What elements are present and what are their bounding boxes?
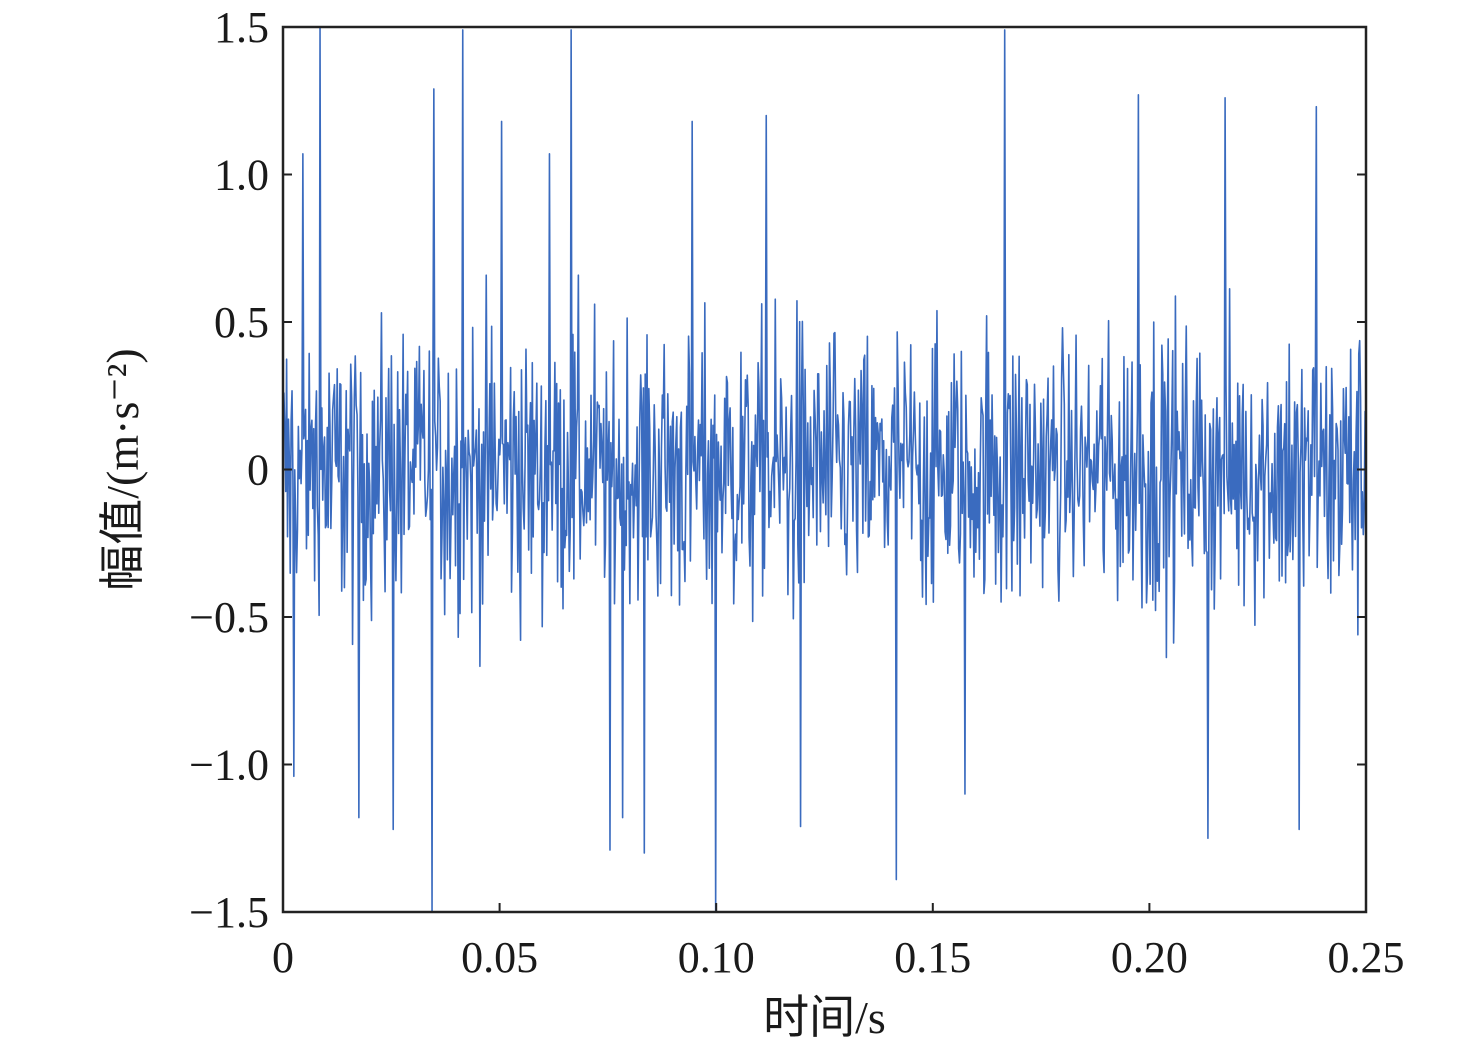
plot-area [282,26,1367,913]
x-axis: 0 0.05 0.10 0.15 0.20 0.25 [272,903,1405,982]
y-axis-label: 幅值/(m·s⁻²) [97,348,148,591]
y-tick-label: 0.5 [214,298,269,347]
y-axis: −1.5 −1.0 −0.5 0 0.5 1.0 1.5 [189,3,1366,937]
y-tick-label: 1.0 [214,151,269,200]
x-tick-label: 0.15 [894,933,971,982]
y-tick-label: −1.5 [189,888,269,937]
x-tick-label: 0.10 [678,933,755,982]
x-tick-label: 0.25 [1328,933,1405,982]
y-tick-label: −0.5 [189,593,269,642]
y-tick-label: 0 [247,446,269,495]
y-tick-label: 1.5 [214,3,269,52]
x-tick-label: 0.20 [1111,933,1188,982]
x-axis-label: 时间/s [763,992,886,1043]
y-tick-label: −1.0 [189,741,269,790]
signal-line [282,26,1367,913]
x-tick-label: 0 [272,933,294,982]
x-tick-label: 0.05 [461,933,538,982]
